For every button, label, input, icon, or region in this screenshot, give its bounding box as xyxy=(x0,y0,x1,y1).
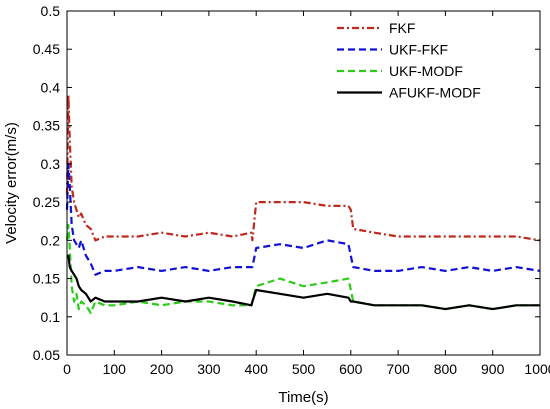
legend: FKF UKF-FKF UKF-MODF AFUKF-MODF xyxy=(337,20,481,101)
x-tick-label: 600 xyxy=(339,361,363,377)
x-tick-label: 700 xyxy=(386,361,410,377)
x-tick-label: 200 xyxy=(150,361,174,377)
x-tick-label: 300 xyxy=(197,361,221,377)
y-axis-label: Velocity error(m/s) xyxy=(3,122,20,244)
x-tick-label: 900 xyxy=(481,361,505,377)
y-tick-label: 0.35 xyxy=(33,118,60,134)
y-tick-label: 0.05 xyxy=(33,347,60,363)
legend-label-fkf: FKF xyxy=(389,20,415,36)
y-tick-label: 0.25 xyxy=(33,194,60,210)
x-tick-label: 0 xyxy=(63,361,71,377)
x-tick-label: 500 xyxy=(292,361,316,377)
y-tick-label: 0.5 xyxy=(41,3,61,19)
y-tick-label: 0.45 xyxy=(33,41,60,57)
y-tick-label: 0.3 xyxy=(41,156,61,172)
y-tick-label: 0.1 xyxy=(41,309,61,325)
y-tick-label: 0.15 xyxy=(33,271,60,287)
x-axis-label: Time(s) xyxy=(278,389,328,406)
series-line-afukf-modf xyxy=(67,254,540,311)
series-line-fkf xyxy=(65,93,541,242)
x-tick-label: 100 xyxy=(103,361,127,377)
y-tick-label: 0.4 xyxy=(41,79,61,95)
x-tick-label: 400 xyxy=(245,361,269,377)
y-tick-label: 0.2 xyxy=(41,232,61,248)
legend-label-ukf-fkf: UKF-FKF xyxy=(389,42,448,58)
legend-label-ukf-modf: UKF-MODF xyxy=(389,63,463,79)
legend-label-afukf-modf: AFUKF-MODF xyxy=(389,85,481,101)
data-layer xyxy=(65,93,541,315)
x-tick-label: 800 xyxy=(434,361,458,377)
